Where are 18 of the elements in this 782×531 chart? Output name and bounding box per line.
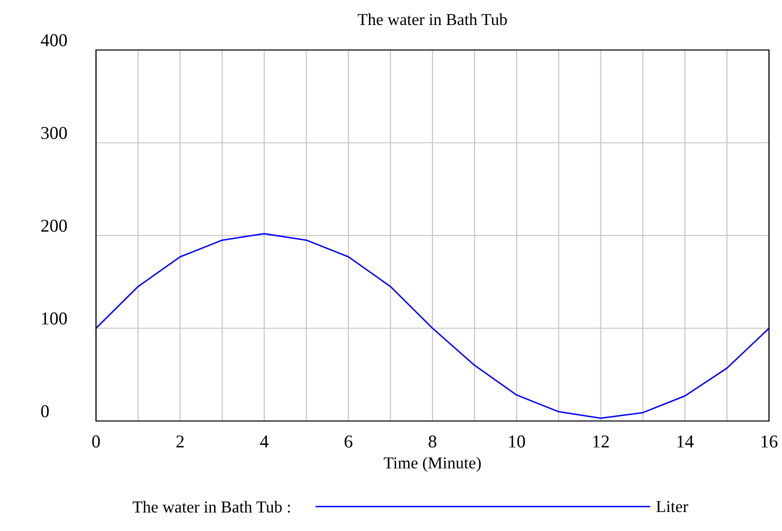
chart-title: The water in Bath Tub [358, 13, 507, 26]
x-tick-label: 0 [92, 435, 100, 448]
x-tick-label: 14 [677, 436, 694, 448]
text: The water in Bath Tub : [132, 500, 290, 513]
x-tick-label: 10 [509, 435, 525, 448]
y-tick-label: 300 [41, 126, 67, 140]
y-tick-label: 400 [40, 34, 67, 46]
y-tick-label: 200 [41, 220, 67, 232]
x-tick-label: 16 [762, 435, 778, 448]
x-tick-label: 4 [260, 436, 268, 448]
x-tick-label: 8 [428, 435, 436, 448]
x-tick-label: 12 [593, 435, 609, 448]
x-axis-title: Time (Minute) [384, 456, 481, 472]
x-tick-label: 2 [176, 435, 184, 448]
y-tick-label: 0 [41, 405, 49, 418]
x-tick-label: 6 [344, 435, 352, 448]
text: Liter [656, 500, 688, 512]
y-tick-label: 100 [42, 312, 67, 325]
